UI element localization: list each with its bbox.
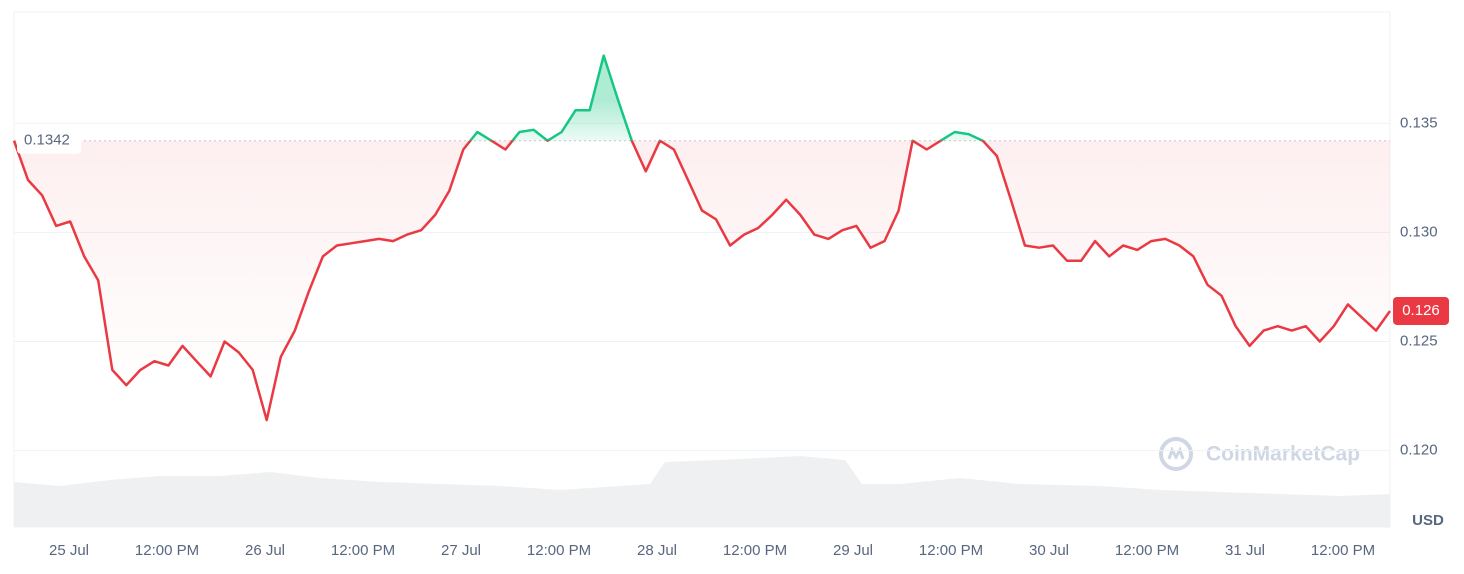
last-price-tag xyxy=(1393,296,1449,325)
volume-area xyxy=(14,456,1390,527)
watermark: CoinMarketCap xyxy=(1206,443,1360,466)
last-price-label: 0.126 xyxy=(1402,302,1440,319)
x-tick-label: 12:00 PM xyxy=(135,542,199,559)
x-tick-label: 30 Jul xyxy=(1029,542,1069,559)
y-tick-label: 0.120 xyxy=(1400,442,1438,459)
price-line xyxy=(12,54,1392,422)
baseline-label: 0.1342 xyxy=(24,132,70,149)
price-area xyxy=(14,55,1390,421)
y-tick-label: 0.130 xyxy=(1400,223,1438,240)
y-tick-label: 0.135 xyxy=(1400,114,1438,131)
x-tick-label: 12:00 PM xyxy=(919,542,983,559)
x-tick-label: 31 Jul xyxy=(1225,542,1265,559)
x-tick-label: 26 Jul xyxy=(245,542,285,559)
y-tick-label: 0.125 xyxy=(1400,332,1438,349)
x-tick-label: 12:00 PM xyxy=(1115,542,1179,559)
x-tick-label: 12:00 PM xyxy=(527,542,591,559)
x-tick-label: 29 Jul xyxy=(833,542,873,559)
x-tick-label: 25 Jul xyxy=(49,542,89,559)
x-tick-label: 12:00 PM xyxy=(723,542,787,559)
watermark-logo xyxy=(1159,437,1193,471)
x-tick-label: 27 Jul xyxy=(441,542,481,559)
x-tick-label: 12:00 PM xyxy=(331,542,395,559)
baseline-label-bg xyxy=(17,127,81,154)
x-tick-label: 12:00 PM xyxy=(1311,542,1375,559)
x-tick-label: 28 Jul xyxy=(637,542,677,559)
currency-label: USD xyxy=(1412,512,1444,529)
